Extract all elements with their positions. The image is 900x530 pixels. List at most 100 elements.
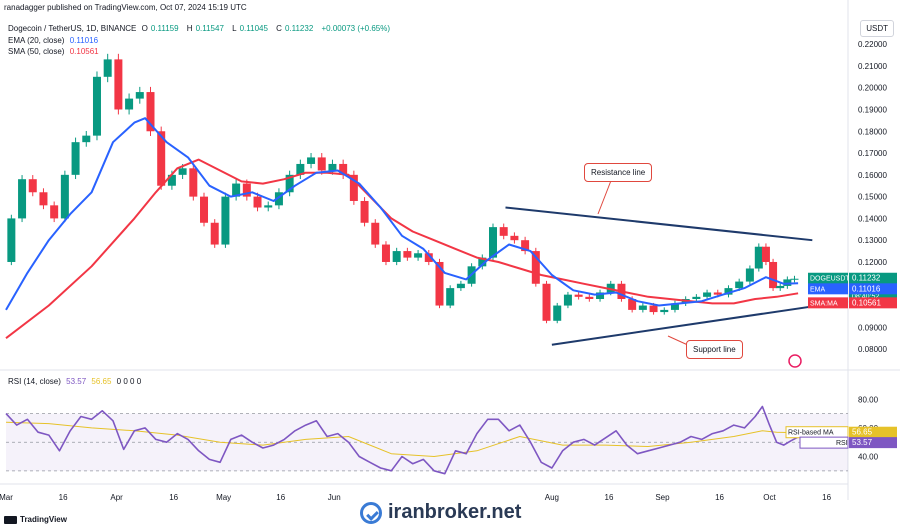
rsi-tag-value: 56.65 — [852, 428, 873, 437]
candle-body — [92, 76, 101, 136]
currency-selector[interactable]: USDT — [860, 20, 894, 37]
time-tick-label: 16 — [605, 493, 614, 502]
watermark: iranbroker.net — [360, 501, 521, 524]
price-tag-value: 0.11016 — [852, 284, 881, 293]
candle-body — [435, 261, 444, 306]
tradingview-logo-icon — [4, 515, 17, 524]
price-tag-label-box — [808, 283, 848, 295]
candle-body — [521, 240, 530, 252]
candle-body — [776, 285, 785, 289]
ema20-line — [5, 117, 799, 311]
price-tag-label: DOGEUSDT — [810, 276, 850, 283]
price-tick-label: 0.09000 — [858, 323, 887, 332]
candle-body — [790, 278, 799, 280]
ohlc-high: H 0.11547 — [186, 24, 224, 33]
ohlc-close: C 0.11232 — [276, 24, 314, 33]
candle-body — [125, 98, 134, 110]
price-tag-value-box — [849, 297, 897, 309]
candle-body — [414, 253, 423, 258]
sma50-line — [5, 158, 799, 339]
ema-legend-label: EMA (20, close) — [8, 36, 65, 45]
time-tick-label: 16 — [276, 493, 285, 502]
rsi-tick-label: 40.00 — [858, 453, 879, 462]
candle-body — [628, 299, 637, 310]
candle-body — [392, 251, 401, 262]
candle-body — [82, 135, 91, 143]
time-tick-label: 16 — [169, 493, 178, 502]
price-tick-label: 0.21000 — [858, 62, 887, 71]
candle-body — [285, 174, 294, 193]
candle-body — [761, 246, 770, 262]
candle-body — [317, 157, 326, 171]
chart-header: Dogecoin / TetherUS, 1D, BINANCE O 0.1115… — [8, 24, 393, 33]
candle-body — [574, 294, 583, 297]
candle-body — [210, 222, 219, 245]
candle-body — [328, 163, 337, 171]
candle-body — [713, 292, 722, 295]
candle-body — [596, 292, 605, 300]
price-tick-label: 0.08000 — [858, 345, 887, 354]
sma-legend[interactable]: SMA (50, close) 0.10561 — [8, 47, 102, 56]
candle-body — [264, 205, 273, 208]
rsi-tag-value-box — [849, 426, 897, 438]
rsi-ma-legend-value: 56.65 — [91, 377, 112, 386]
price-tick-label: 0.20000 — [858, 84, 887, 93]
candle-body — [660, 309, 669, 313]
time-tick-label: 16 — [822, 493, 831, 502]
rsi-legend-extras: 0 0 0 0 — [116, 377, 142, 386]
candle-body — [71, 142, 80, 175]
price-tick-label: 0.19000 — [858, 105, 887, 114]
candle-body — [499, 227, 508, 236]
candle-body — [489, 227, 498, 258]
rsi-tag-label-box — [799, 436, 849, 449]
price-tick-label: 0.12000 — [858, 258, 887, 267]
candle-body — [349, 174, 358, 201]
price-tag-value: 0.11232 — [852, 274, 881, 283]
price-tag-label-box — [808, 272, 848, 284]
candle-body — [403, 251, 412, 258]
time-tick-label: Sep — [655, 493, 670, 502]
watermark-text: iranbroker.net — [388, 501, 522, 523]
candle-body — [563, 294, 572, 306]
candle-body — [456, 283, 465, 289]
candle-body — [50, 205, 59, 219]
candle-body — [703, 292, 712, 297]
time-tick-label: May — [216, 493, 231, 502]
ohlc-change: +0.00073 (+0.65%) — [321, 24, 391, 33]
sma-legend-label: SMA (50, close) — [8, 47, 65, 56]
rsi-tick-label: 80.00 — [858, 395, 879, 404]
time-tick-label: Jun — [328, 493, 341, 502]
candle-body — [649, 305, 658, 313]
tradingview-logo[interactable]: TradingView — [4, 515, 67, 524]
candle-body — [200, 196, 209, 223]
candle-body — [638, 305, 647, 310]
ohlc-open: O 0.11159 — [141, 24, 179, 33]
candle-body — [754, 246, 763, 269]
attribution: ranadagger published on TradingView.com,… — [4, 3, 247, 12]
price-tick-label: 0.15000 — [858, 193, 887, 202]
candle-body — [135, 92, 144, 99]
candle-body — [424, 253, 433, 262]
candle-body — [783, 279, 792, 286]
tradingview-logo-text: TradingView — [20, 515, 67, 524]
candle-body — [253, 196, 262, 208]
price-tick-label: 0.14000 — [858, 214, 887, 223]
symbol-title: Dogecoin / TetherUS, 1D, BINANCE — [8, 24, 137, 33]
candle-body — [745, 268, 754, 282]
rsi-tag-label: RSI-based MA — [788, 430, 834, 437]
candle-body — [146, 92, 155, 132]
price-tag-label: SMA:MA — [810, 300, 838, 307]
support-trendline — [551, 300, 849, 346]
candle-body — [371, 222, 380, 245]
price-tag-label-box — [808, 297, 848, 309]
candle-body — [446, 288, 455, 306]
candle-body — [670, 303, 679, 310]
rsi-legend[interactable]: RSI (14, close) 53.57 56.65 0 0 0 0 — [8, 377, 144, 386]
candle-body — [296, 163, 305, 175]
candle-body — [692, 296, 701, 300]
candle-body — [28, 179, 37, 193]
price-tick-label: 0.17000 — [858, 149, 887, 158]
check-circle-icon — [360, 501, 382, 524]
ema-legend[interactable]: EMA (20, close) 0.11016 — [8, 36, 101, 45]
